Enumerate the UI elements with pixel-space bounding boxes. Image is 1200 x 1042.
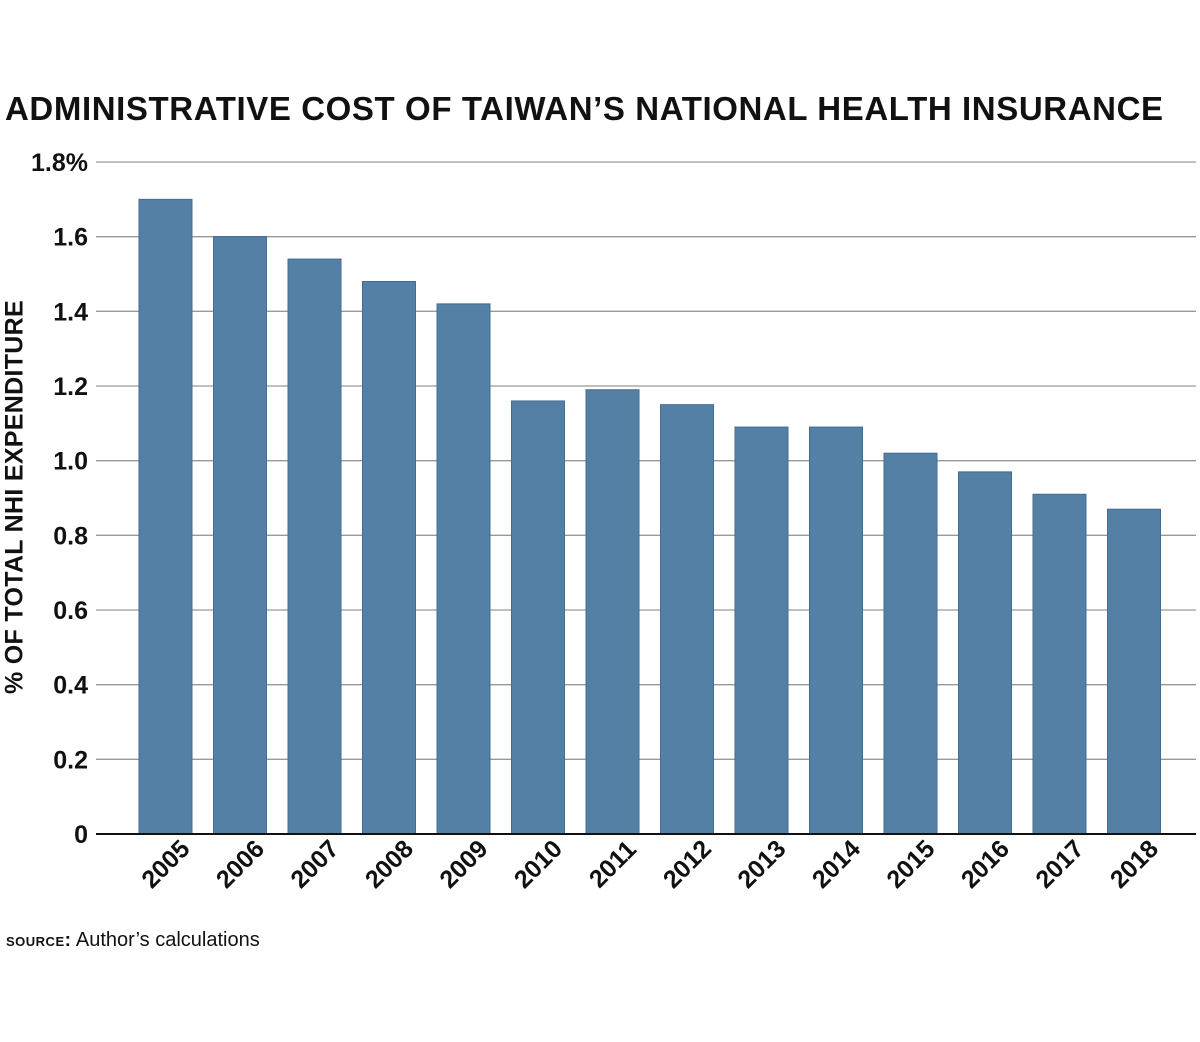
bar xyxy=(138,198,193,835)
x-tick-label: 2006 xyxy=(211,835,270,894)
chart-title: ADMINISTRATIVE COST OF TAIWAN’S NATIONAL… xyxy=(5,90,1164,127)
y-tick-label: 0.8 xyxy=(53,522,88,550)
x-tick-label: 2012 xyxy=(658,835,717,894)
gridlines xyxy=(96,161,1196,760)
bar xyxy=(809,426,863,835)
y-tick-label: 0.6 xyxy=(53,597,88,625)
x-tick-label: 2015 xyxy=(881,835,940,894)
bar xyxy=(213,236,267,835)
bar xyxy=(734,426,789,835)
x-tick-label: 2013 xyxy=(732,835,791,894)
bar xyxy=(1107,508,1161,835)
x-tick-label: 2008 xyxy=(360,835,419,894)
bar xyxy=(287,258,342,835)
x-tick-label: 2009 xyxy=(434,835,493,894)
x-tick-label: 2010 xyxy=(509,835,568,894)
bar xyxy=(883,452,938,835)
y-tick-label: 1.6 xyxy=(53,224,88,252)
bar xyxy=(1032,493,1087,835)
bar xyxy=(362,280,416,835)
source-label: SOURCE: xyxy=(6,930,72,951)
y-tick-label: 1.0 xyxy=(53,448,88,476)
bar xyxy=(660,404,714,835)
y-tick-label: 0.2 xyxy=(53,746,88,774)
source-note: SOURCE: Author’s calculations xyxy=(6,929,260,952)
bars xyxy=(138,198,1161,835)
y-tick-label: 0.4 xyxy=(53,672,88,700)
x-tick-label: 2007 xyxy=(285,835,344,894)
x-tick-labels: 2005 2006 2007 2008 2009 2010 2011 2012 2013 2014… xyxy=(136,835,1164,894)
y-tick-labels: 0 0.2 0.4 0.6 0.8 1.0 1.2 1.4 1.6 1.8% xyxy=(31,149,88,849)
y-tick-label: 1.4 xyxy=(53,298,88,326)
x-tick-label: 2018 xyxy=(1105,835,1164,894)
y-tick-label: 0 xyxy=(74,821,88,849)
y-tick-label: 1.2 xyxy=(53,373,88,401)
bar xyxy=(511,400,565,835)
x-tick-label: 2014 xyxy=(807,835,866,894)
source-text: Author’s calculations xyxy=(75,929,260,951)
x-tick-label: 2017 xyxy=(1030,835,1089,894)
x-tick-label: 2016 xyxy=(956,835,1015,894)
x-tick-label: 2005 xyxy=(136,835,195,894)
bar xyxy=(585,389,640,835)
bar xyxy=(958,471,1012,835)
y-tick-label: 1.8% xyxy=(31,149,88,177)
x-tick-label: 2011 xyxy=(584,835,642,893)
bar xyxy=(436,303,491,835)
